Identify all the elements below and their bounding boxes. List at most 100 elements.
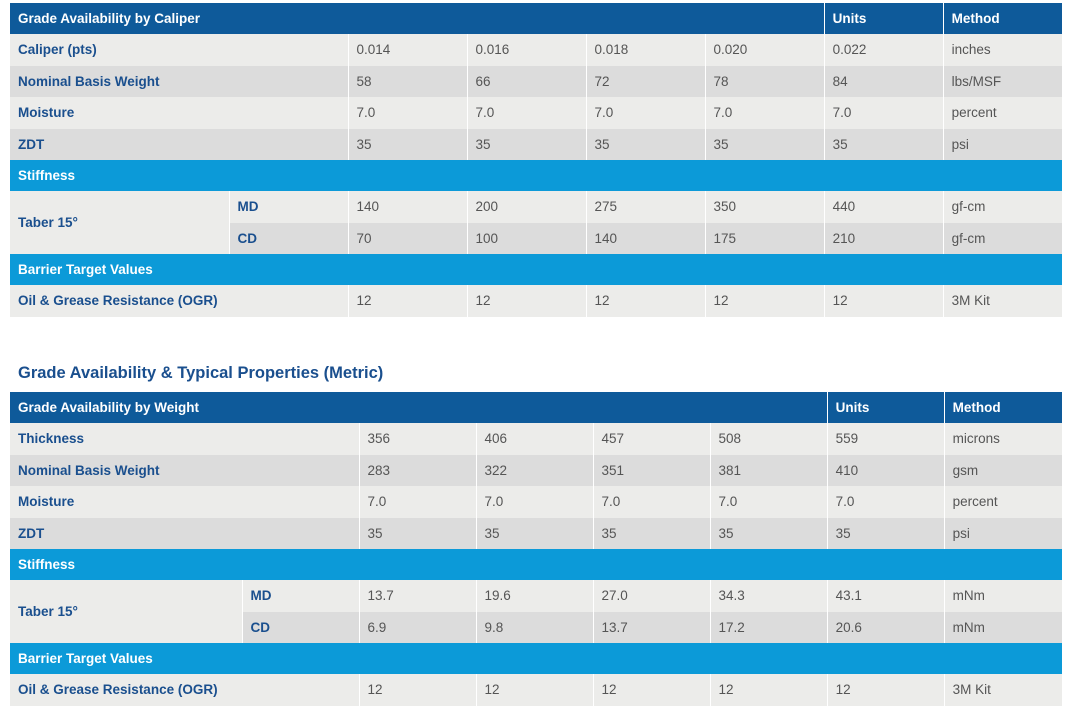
row-value: 7.0 xyxy=(586,97,706,129)
table-header-row: Grade Availability by Caliper Units Method xyxy=(10,3,1063,34)
row-value: 283 xyxy=(359,454,477,486)
row-value: 7.0 xyxy=(467,97,587,129)
row-value: 13.7 xyxy=(593,611,711,643)
row-value: 12 xyxy=(827,674,945,706)
table-row: Nominal Basis Weight283322351381410gsmT-… xyxy=(10,454,1063,486)
row-value: 0.022 xyxy=(824,34,944,66)
section-header-row: Stiffness xyxy=(10,160,1063,191)
row-value: 7.0 xyxy=(348,97,468,129)
row-value: 140 xyxy=(348,191,468,223)
row-value: 72 xyxy=(586,65,706,97)
row-value: 12 xyxy=(348,285,468,317)
row-value: 100 xyxy=(467,222,587,254)
row-value: 7.0 xyxy=(824,97,944,129)
ogr-label: Oil & Grease Resistance (OGR) xyxy=(10,674,360,706)
row-value: 43.1 xyxy=(827,580,945,612)
row-label: Nominal Basis Weight xyxy=(10,454,360,486)
row-value: 35 xyxy=(359,517,477,549)
stiffness-section-label: Stiffness xyxy=(10,549,1063,580)
row-value: 66 xyxy=(467,65,587,97)
row-value: 35 xyxy=(827,517,945,549)
row-value: 356 xyxy=(359,423,477,455)
row-value: 35 xyxy=(586,128,706,160)
row-value: 508 xyxy=(710,423,828,455)
row-units: gf-cm xyxy=(943,222,1063,254)
row-value: 19.6 xyxy=(476,580,594,612)
row-value: 322 xyxy=(476,454,594,486)
section-header-row: Barrier Target Values xyxy=(10,643,1063,674)
row-value: 9.8 xyxy=(476,611,594,643)
row-units: lbs/MSF xyxy=(943,65,1063,97)
row-value: 12 xyxy=(710,674,828,706)
row-value: 381 xyxy=(710,454,828,486)
row-value: 35 xyxy=(476,517,594,549)
taber-label: Taber 15° xyxy=(10,191,230,254)
row-value: 0.018 xyxy=(586,34,706,66)
row-value: 12 xyxy=(359,674,477,706)
row-units: mNm xyxy=(944,611,1063,643)
row-value: 35 xyxy=(710,517,828,549)
row-value: 35 xyxy=(705,128,825,160)
metric-table-title: Grade Availability & Typical Properties … xyxy=(18,364,384,382)
row-units: percent xyxy=(943,97,1063,129)
taber-cd-label: CD xyxy=(229,222,349,254)
row-value: 410 xyxy=(827,454,945,486)
table-row: ZDT3535353535psiT-541 xyxy=(10,128,1063,160)
stiffness-section-label: Stiffness xyxy=(10,160,1063,191)
row-value: 0.020 xyxy=(705,34,825,66)
row-units: 3M Kit xyxy=(943,285,1063,317)
row-value: 0.014 xyxy=(348,34,468,66)
row-value: 12 xyxy=(476,674,594,706)
row-units: percent xyxy=(944,486,1063,518)
row-value: 140 xyxy=(586,222,706,254)
barrier-section-label: Barrier Target Values xyxy=(10,643,1063,674)
row-value: 20.6 xyxy=(827,611,945,643)
taber-label: Taber 15° xyxy=(10,580,243,643)
header-title: Grade Availability by Caliper xyxy=(10,3,825,34)
row-value: 12 xyxy=(586,285,706,317)
row-units: 3M Kit xyxy=(944,674,1063,706)
row-value: 58 xyxy=(348,65,468,97)
row-value: 275 xyxy=(586,191,706,223)
row-units: psi xyxy=(944,517,1063,549)
row-value: 12 xyxy=(467,285,587,317)
row-units: psi xyxy=(943,128,1063,160)
row-units: mNm xyxy=(944,580,1063,612)
row-label: Moisture xyxy=(10,486,360,518)
row-value: 34.3 xyxy=(710,580,828,612)
row-value: 17.2 xyxy=(710,611,828,643)
row-value: 406 xyxy=(476,423,594,455)
table-row: Oil & Grease Resistance (OGR) 12 12 12 12 12 3… xyxy=(10,674,1063,706)
header-method: Method xyxy=(943,3,1063,34)
row-units: gf-cm xyxy=(943,191,1063,223)
row-value: 27.0 xyxy=(593,580,711,612)
table-header-row: Grade Availability by Weight Units Method xyxy=(10,392,1063,423)
table-row: ZDT3535353535psiT-541 xyxy=(10,517,1063,549)
row-value: 7.0 xyxy=(710,486,828,518)
row-value: 12 xyxy=(705,285,825,317)
table-row: Nominal Basis Weight5866727884lbs/MSFT-4… xyxy=(10,65,1063,97)
row-value: 351 xyxy=(593,454,711,486)
row-units: microns xyxy=(944,423,1063,455)
ogr-label: Oil & Grease Resistance (OGR) xyxy=(10,285,349,317)
metric-properties-table: Grade Availability by Weight Units Method T… xyxy=(10,392,1063,706)
row-value: 70 xyxy=(348,222,468,254)
header-method: Method xyxy=(944,392,1063,423)
row-value: 350 xyxy=(705,191,825,223)
header-units: Units xyxy=(824,3,944,34)
row-value: 12 xyxy=(593,674,711,706)
row-label: Caliper (pts) xyxy=(10,34,349,66)
caliper-properties-table: Grade Availability by Caliper Units Method… xyxy=(10,3,1063,317)
table-row: Oil & Grease Resistance (OGR) 12 12 12 12 12 3… xyxy=(10,285,1063,317)
row-value: 7.0 xyxy=(827,486,945,518)
row-value: 175 xyxy=(705,222,825,254)
row-value: 12 xyxy=(824,285,944,317)
row-value: 7.0 xyxy=(705,97,825,129)
row-value: 210 xyxy=(824,222,944,254)
barrier-section-label: Barrier Target Values xyxy=(10,254,1063,285)
taber-md-label: MD xyxy=(242,580,360,612)
